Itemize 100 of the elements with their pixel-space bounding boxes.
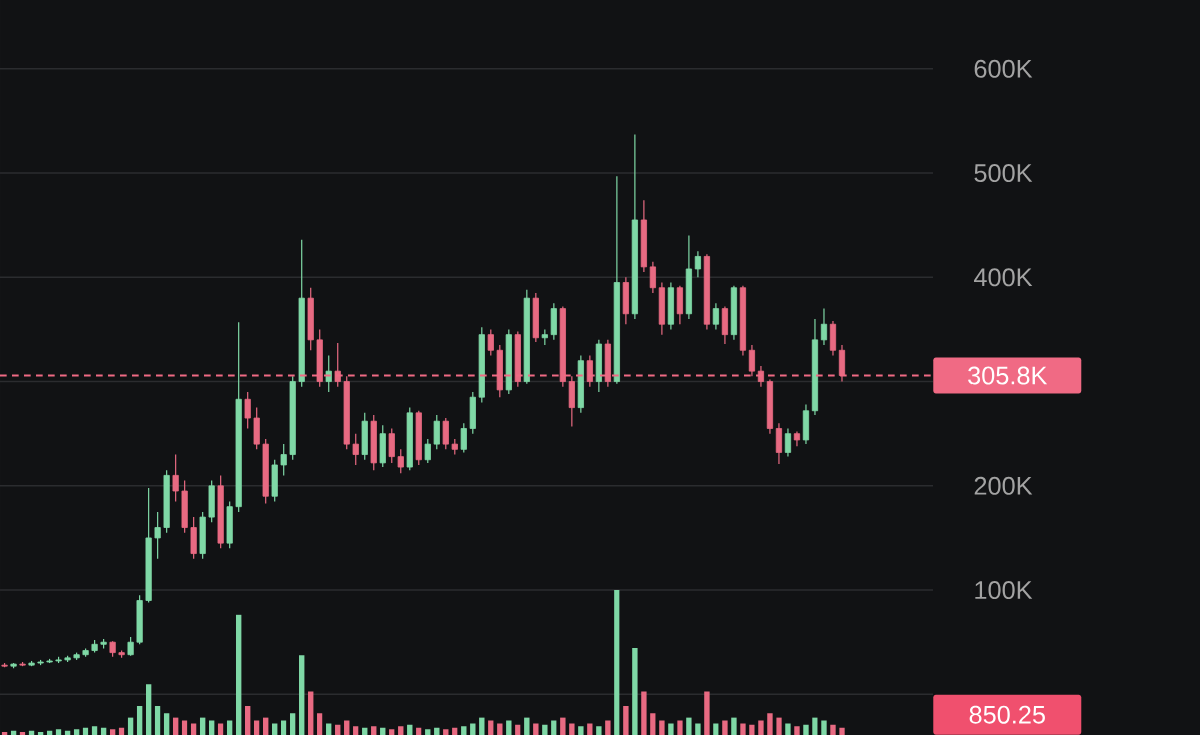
bar [308,691,314,735]
bar [677,720,683,735]
bar [659,720,665,735]
candlestick [433,414,440,450]
bar [722,720,728,735]
bar [344,720,350,735]
bar [587,723,593,735]
bar [353,726,359,735]
bar [190,723,197,735]
bar [19,732,26,735]
bar [614,589,620,735]
bar [272,723,278,735]
bar [127,717,134,735]
bar [181,720,188,735]
candlestick [784,427,792,458]
candlestick [712,302,720,331]
bar [632,647,638,735]
bar [335,724,341,735]
bar [767,713,773,735]
bar [785,723,791,735]
candlestick [694,250,702,278]
bar [713,723,719,735]
bar [226,720,233,735]
bar [731,717,737,735]
bar [740,723,746,735]
bar [398,726,404,735]
bar [830,724,836,735]
bar [749,724,755,735]
bar [1,732,8,735]
bar [551,720,557,735]
bar [109,729,116,735]
candlestick [388,427,395,464]
bar [407,724,413,735]
candlestick [127,636,134,657]
bar [605,720,611,735]
bar [623,705,629,735]
bar [253,720,260,735]
bar [758,720,764,735]
bar [217,723,224,735]
bar [154,705,161,735]
bar [326,723,332,735]
candlestick [172,453,179,503]
bar [91,726,98,735]
bar [803,724,809,735]
bar [416,727,422,735]
bar [776,717,782,735]
candlestick [775,422,783,465]
bar [299,655,305,735]
y-tick-label: 100K [975,581,1033,600]
bar [443,729,449,735]
bar [569,723,575,735]
candlestick [352,433,359,466]
text: 850.25 [969,705,1045,724]
bar [362,727,368,735]
candlestick [649,261,656,294]
candlestick [460,422,467,454]
bar [82,727,89,735]
bar [136,705,143,735]
bar [317,713,323,735]
bar [821,720,827,735]
bar [695,723,701,735]
bar [704,691,710,735]
bar [461,726,467,735]
bar [100,727,107,735]
bar [794,726,800,735]
bar [371,726,377,735]
bar [650,713,656,735]
bar [596,726,602,735]
bar [686,717,692,735]
candlestick [442,417,449,450]
bar [262,717,269,735]
bar [578,726,584,735]
bar [488,720,494,735]
bar [668,723,674,735]
y-tick-label: 200K [974,476,1033,495]
bar [73,729,80,735]
bar [479,717,485,735]
bar [118,727,125,735]
candlestick [244,391,251,430]
bar [172,717,179,735]
bar [506,720,512,735]
bar [380,727,386,735]
bar [290,713,296,735]
candlestick [397,448,404,474]
bar [560,717,566,735]
bar [389,729,395,735]
bar [434,727,440,735]
bar [524,717,530,735]
y-tick-label: 400K [974,268,1033,287]
bar [533,723,539,735]
candlestick [154,511,161,560]
bar [641,691,647,735]
y-tick-label: 500K [974,164,1033,183]
bar [244,705,251,735]
ref-line-label: 305.8K [968,366,1048,385]
bar [145,684,152,735]
candlestick [487,328,494,357]
bar [839,727,845,735]
bar [452,727,458,735]
bar [55,729,62,735]
